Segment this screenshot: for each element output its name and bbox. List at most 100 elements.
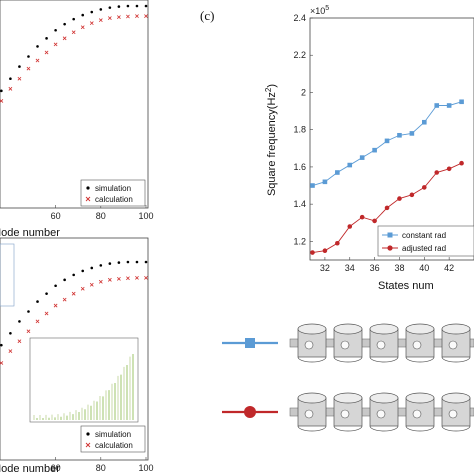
- calculation-point: [116, 15, 121, 19]
- adjusted-rad-point: [372, 218, 377, 224]
- simulation-point: [108, 6, 112, 9]
- simulation-point: [99, 264, 103, 267]
- constant-rad-point: [459, 99, 464, 105]
- adjusted-rad-point: [459, 160, 464, 166]
- calculation-point: [116, 276, 121, 281]
- legend-box: [80, 425, 146, 453]
- panel-c-label: (c): [200, 8, 214, 23]
- schematic-cylinder: [297, 392, 327, 432]
- panel-b: 60 80 100 Mode number simulation calculati…: [0, 237, 154, 474]
- calculation-point: [107, 16, 112, 21]
- legend-label-adjusted: adjusted rad: [402, 244, 446, 253]
- calculation-point: [89, 282, 94, 287]
- panel-c: (c) ×105 1.2 1.4 1.6 1.8 2 2.2 2.4 32 34 36 38 40 4…: [200, 5, 474, 292]
- x-tick-label: 60: [51, 211, 61, 221]
- simulation-point: [63, 278, 66, 282]
- schematic-cylinder: [333, 323, 363, 363]
- panel-a: 60 80 100 Mode number simulation calculati…: [0, 0, 154, 239]
- simulation-point: [135, 260, 139, 264]
- y-tick-label: 1.6: [293, 162, 306, 172]
- simulation-point: [81, 269, 85, 273]
- panel-b-marks: [0, 260, 148, 365]
- series-line-square: [312, 101, 462, 186]
- x-tick-label: 100: [138, 463, 153, 473]
- calculation-point: [98, 18, 103, 23]
- calculation-point: [135, 14, 139, 18]
- panel-b-axes-frame: [0, 237, 149, 461]
- legend-label-constant: constant rad: [402, 231, 446, 240]
- y-tick-label: 2.4: [293, 13, 306, 23]
- simulation-point: [45, 37, 48, 40]
- simulation-point: [108, 262, 112, 265]
- schematic-cylinder: [369, 392, 399, 432]
- panel-b-xlabel: Mode number: [0, 463, 60, 474]
- panel-c-xlabel: States num: [378, 280, 434, 292]
- constant-rad-point: [372, 147, 377, 153]
- calculation-point: [35, 58, 40, 63]
- panel-b-xticks: 60 80 100: [51, 457, 154, 473]
- panel-a-marks: [0, 4, 148, 103]
- x-tick-label: 38: [394, 263, 404, 273]
- y-tick-label: 1.8: [293, 125, 306, 135]
- calculation-point: [135, 275, 139, 280]
- legend-marker-constant: [387, 232, 393, 238]
- legend-marker-simulation: [86, 432, 90, 436]
- adjusted-rad-point: [434, 170, 440, 175]
- x-tick-label: 42: [444, 263, 454, 273]
- simulation-point: [126, 260, 130, 264]
- simulation-point: [18, 320, 21, 323]
- panel-b-inset: [29, 337, 139, 423]
- panel-a-xticks: 60 80 100: [51, 205, 154, 221]
- constant-rad-point: [397, 132, 402, 138]
- legend-label-calculation: calculation: [95, 441, 133, 450]
- panel-c-axes-frame: [309, 17, 474, 261]
- inset-frame: [29, 337, 139, 423]
- simulation-point: [36, 300, 39, 303]
- legend-label-simulation: simulation: [95, 184, 131, 193]
- simulation-point: [0, 343, 3, 347]
- adjusted-rad-point: [347, 224, 353, 229]
- y-tick-label: 2: [301, 87, 306, 97]
- panel-a-legend: simulation calculation: [80, 179, 146, 207]
- inset-left-frame: [0, 243, 15, 307]
- schematic-cylinder: [405, 392, 435, 432]
- simulation-point: [63, 22, 66, 26]
- calculation-point: [144, 275, 148, 280]
- constant-rad-point: [347, 162, 353, 168]
- x-tick-label: 32: [320, 263, 330, 273]
- panel-c-exponent: ×105: [310, 5, 329, 16]
- constant-rad-point: [322, 179, 328, 185]
- legend-box: [377, 225, 474, 257]
- calculation-point: [44, 311, 49, 316]
- schematic-cylinder: [405, 323, 435, 363]
- calculation-point: [8, 86, 13, 91]
- calculation-point: [126, 276, 130, 281]
- calculation-point: [17, 76, 22, 81]
- adjusted-rad-point: [409, 192, 415, 198]
- simulation-point: [54, 28, 57, 32]
- schematic-cylinder: [297, 323, 327, 363]
- x-tick-label: 40: [419, 263, 429, 273]
- simulation-point: [135, 4, 139, 8]
- calculation-point: [98, 279, 103, 284]
- simulation-point: [144, 260, 148, 264]
- panel-a-axes-frame: [0, 0, 149, 209]
- simulation-point: [9, 331, 12, 335]
- constant-rad-point: [359, 155, 365, 160]
- y-tick-label: 2.2: [293, 50, 306, 60]
- constant-rad-point: [409, 131, 415, 136]
- simulation-point: [144, 4, 148, 8]
- simulation-point: [18, 65, 21, 68]
- calculation-point: [71, 30, 76, 35]
- constant-rad-point: [310, 183, 315, 188]
- legend-box: [80, 179, 146, 207]
- x-tick-label: 100: [138, 211, 153, 221]
- panel-a-xlabel: Mode number: [0, 227, 60, 239]
- simulation-point: [72, 17, 75, 21]
- calculation-point: [89, 21, 94, 26]
- simulation-point: [90, 266, 94, 270]
- simulation-point: [27, 55, 30, 58]
- simulation-point: [90, 10, 94, 14]
- calculation-point: [126, 14, 130, 19]
- constant-rad-point: [335, 170, 340, 175]
